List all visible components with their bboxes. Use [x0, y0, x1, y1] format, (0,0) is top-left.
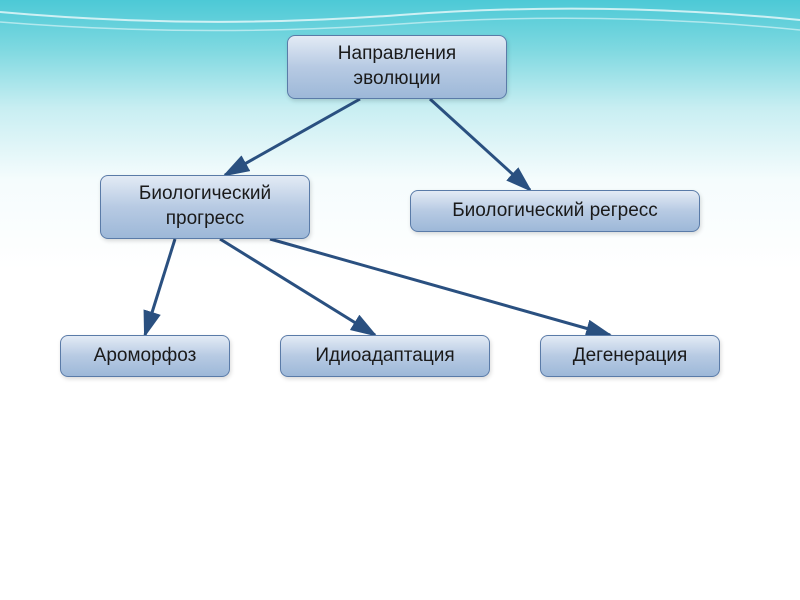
node-aromorphosis: Ароморфоз: [60, 335, 230, 377]
node-degeneration-label: Дегенерация: [573, 344, 688, 369]
node-progress-label: Биологическийпрогресс: [139, 182, 271, 231]
node-progress: Биологическийпрогресс: [100, 175, 310, 239]
node-root: Направленияэволюции: [287, 35, 507, 99]
node-regress-label: Биологический регресс: [452, 199, 658, 224]
node-idioadaptation: Идиоадаптация: [280, 335, 490, 377]
node-degeneration: Дегенерация: [540, 335, 720, 377]
node-idioadaptation-label: Идиоадаптация: [315, 344, 454, 369]
node-root-label: Направленияэволюции: [338, 42, 456, 91]
node-aromorphosis-label: Ароморфоз: [94, 344, 197, 369]
node-regress: Биологический регресс: [410, 190, 700, 232]
